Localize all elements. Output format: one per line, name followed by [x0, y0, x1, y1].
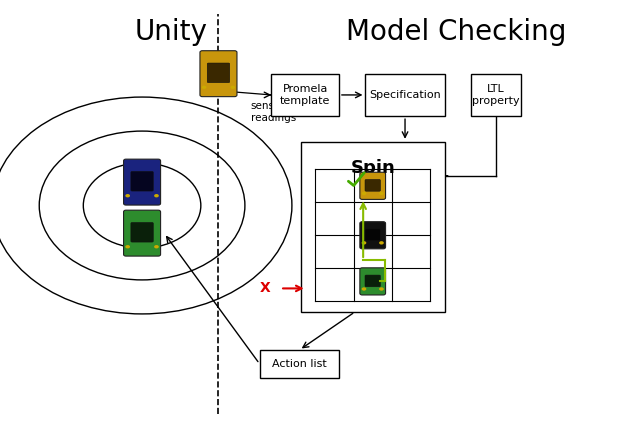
Bar — [271, 74, 339, 116]
FancyBboxPatch shape — [124, 210, 161, 256]
FancyBboxPatch shape — [124, 159, 161, 205]
Text: LTL
property: LTL property — [472, 84, 520, 106]
Circle shape — [379, 241, 384, 244]
Circle shape — [125, 245, 130, 248]
FancyBboxPatch shape — [365, 275, 380, 287]
Bar — [365, 74, 445, 116]
Bar — [301, 142, 445, 312]
FancyBboxPatch shape — [131, 172, 153, 191]
Text: X: X — [260, 282, 271, 295]
Circle shape — [125, 194, 130, 197]
FancyBboxPatch shape — [200, 51, 237, 97]
Circle shape — [362, 241, 366, 244]
Text: sensor
readings: sensor readings — [251, 101, 296, 123]
FancyBboxPatch shape — [360, 222, 385, 249]
Circle shape — [202, 86, 207, 89]
Bar — [260, 350, 339, 378]
FancyBboxPatch shape — [207, 63, 230, 83]
Text: Promela
template: Promela template — [280, 84, 330, 106]
Text: Specification: Specification — [369, 90, 441, 100]
Circle shape — [154, 194, 159, 197]
FancyBboxPatch shape — [360, 172, 385, 199]
Circle shape — [230, 86, 236, 89]
Text: Spin: Spin — [350, 159, 395, 177]
Circle shape — [379, 287, 384, 291]
Circle shape — [362, 287, 366, 291]
Circle shape — [154, 245, 159, 248]
FancyBboxPatch shape — [365, 179, 380, 191]
Circle shape — [362, 192, 366, 195]
FancyBboxPatch shape — [131, 223, 153, 242]
FancyBboxPatch shape — [365, 229, 380, 241]
Circle shape — [379, 192, 384, 195]
Text: Unity: Unity — [135, 18, 208, 46]
FancyBboxPatch shape — [360, 268, 385, 295]
Text: Model Checking: Model Checking — [346, 18, 566, 46]
Text: Action list: Action list — [272, 359, 326, 369]
Bar — [471, 74, 521, 116]
